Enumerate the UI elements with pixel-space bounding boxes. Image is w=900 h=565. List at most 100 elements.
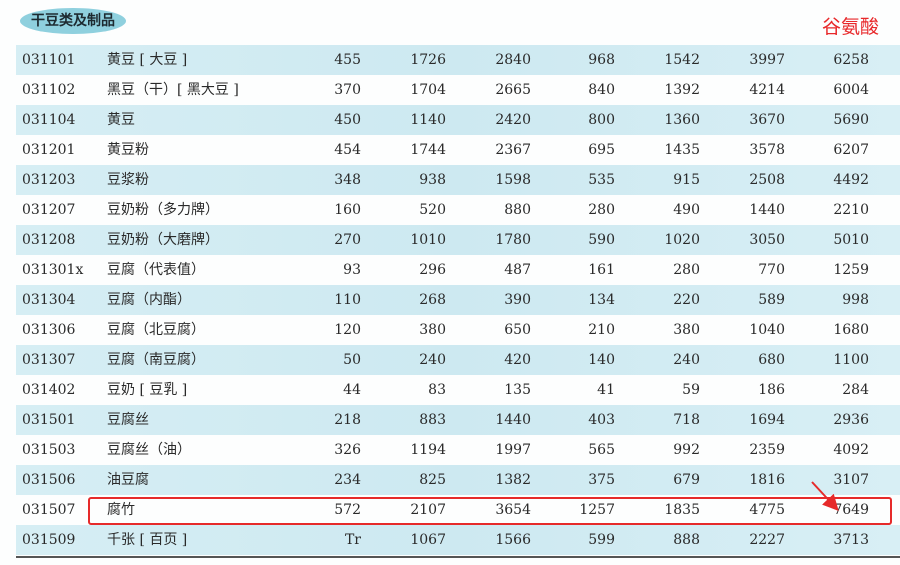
row-code: 031506: [22, 472, 76, 488]
row-value: 4492: [833, 172, 869, 188]
row-value: 599: [588, 532, 615, 548]
row-value: 280: [588, 202, 615, 218]
row-value: 2359: [749, 442, 785, 458]
row-value: 3713: [833, 532, 869, 548]
row-value: 535: [588, 172, 615, 188]
row-name: 豆腐（代表值）: [107, 262, 205, 278]
row-code: 031201: [22, 142, 76, 158]
row-value: 2508: [749, 172, 785, 188]
row-value: 50: [343, 352, 361, 368]
row-value: 270: [334, 232, 361, 248]
row-value: 3997: [749, 52, 785, 68]
row-code: 031307: [22, 352, 76, 368]
row-value: 370: [334, 82, 361, 98]
row-value: 880: [504, 202, 531, 218]
row-value: 1020: [664, 232, 700, 248]
row-value: 2420: [495, 112, 531, 128]
row-value: 915: [673, 172, 700, 188]
row-value: 44: [343, 382, 361, 398]
row-value: 1704: [410, 82, 446, 98]
row-value: 490: [673, 202, 700, 218]
row-value: 420: [504, 352, 531, 368]
row-value: 2665: [495, 82, 531, 98]
row-name: 豆腐丝: [107, 412, 149, 428]
nutrition-table: 031101 黄豆 [ 大豆 ] 455 1726 2840 968 1542 3997 625…: [16, 45, 900, 555]
row-value: 380: [673, 322, 700, 338]
row-value: 2210: [833, 202, 869, 218]
row-value: 5010: [833, 232, 869, 248]
row-value: 1726: [410, 52, 446, 68]
row-value: 1542: [664, 52, 700, 68]
row-value: 1257: [579, 502, 615, 518]
row-name: 豆腐（北豆腐）: [107, 322, 205, 338]
table-row: 031304 豆腐（内酯） 110 268 390 134 220 589 998: [16, 285, 900, 315]
row-value: 3107: [833, 472, 869, 488]
row-value: 883: [419, 412, 446, 428]
row-value: 650: [504, 322, 531, 338]
row-value: 3670: [749, 112, 785, 128]
row-code: 031203: [22, 172, 76, 188]
row-value: 1440: [749, 202, 785, 218]
row-value: 1194: [410, 442, 446, 458]
row-name: 豆腐（内酯）: [107, 292, 191, 308]
row-code: 031102: [22, 82, 76, 98]
row-value: 186: [758, 382, 785, 398]
row-code: 031104: [22, 112, 76, 128]
table-row: 031307 豆腐（南豆腐） 50 240 420 140 240 680 1100: [16, 345, 900, 375]
table-row: 031301x 豆腐（代表值） 93 296 487 161 280 770 1259: [16, 255, 900, 285]
row-value: 268: [419, 292, 446, 308]
row-value: 1816: [749, 472, 785, 488]
row-value: 1780: [495, 232, 531, 248]
row-value: 220: [673, 292, 700, 308]
row-value: 770: [758, 262, 785, 278]
row-value: 938: [419, 172, 446, 188]
row-value: 5690: [833, 112, 869, 128]
row-value: 380: [419, 322, 446, 338]
row-value: Tr: [344, 532, 361, 548]
row-value: 240: [673, 352, 700, 368]
row-value: 348: [334, 172, 361, 188]
row-value: 93: [343, 262, 361, 278]
highlight-box: [88, 497, 892, 525]
row-value: 679: [673, 472, 700, 488]
row-value: 2227: [749, 532, 785, 548]
row-value: 140: [588, 352, 615, 368]
red-arrow-icon: [811, 481, 839, 511]
row-code: 031101: [22, 52, 76, 68]
row-code: 031509: [22, 532, 76, 548]
category-badge: 干豆类及制品: [20, 8, 126, 34]
row-value: 234: [334, 472, 361, 488]
row-value: 1392: [664, 82, 700, 98]
row-name: 豆奶 [ 豆乳 ]: [107, 382, 188, 398]
row-code: 031402: [22, 382, 76, 398]
row-value: 326: [334, 442, 361, 458]
row-value: 1566: [495, 532, 531, 548]
row-value: 450: [334, 112, 361, 128]
row-value: 59: [682, 382, 700, 398]
row-code: 031207: [22, 202, 76, 218]
row-value: 390: [504, 292, 531, 308]
row-value: 4214: [749, 82, 785, 98]
row-code: 031306: [22, 322, 76, 338]
row-value: 240: [419, 352, 446, 368]
row-name: 千张 [ 百页 ]: [107, 532, 188, 548]
row-code: 031208: [22, 232, 76, 248]
row-value: 1680: [833, 322, 869, 338]
row-name: 豆腐（南豆腐）: [107, 352, 205, 368]
row-value: 296: [419, 262, 446, 278]
row-value: 590: [588, 232, 615, 248]
table-row: 031402 豆奶 [ 豆乳 ] 44 83 135 41 59 186 284: [16, 375, 900, 405]
row-value: 110: [334, 292, 361, 308]
row-value: 1435: [664, 142, 700, 158]
row-value: 210: [588, 322, 615, 338]
table-row: 031507 腐竹 572 2107 3654 1257 1835 4775 7649: [16, 495, 900, 525]
row-value: 1140: [410, 112, 446, 128]
table-row: 031509 千张 [ 百页 ] Tr 1067 1566 599 888 2227 3713: [16, 525, 900, 555]
row-value: 487: [504, 262, 531, 278]
row-value: 83: [428, 382, 446, 398]
row-value: 161: [588, 262, 615, 278]
row-name: 豆奶粉（大磨牌）: [107, 232, 219, 248]
row-value: 375: [588, 472, 615, 488]
table-row: 031207 豆奶粉（多力牌） 160 520 880 280 490 1440 2210: [16, 195, 900, 225]
row-name: 黑豆（干）[ 黑大豆 ]: [107, 82, 239, 98]
